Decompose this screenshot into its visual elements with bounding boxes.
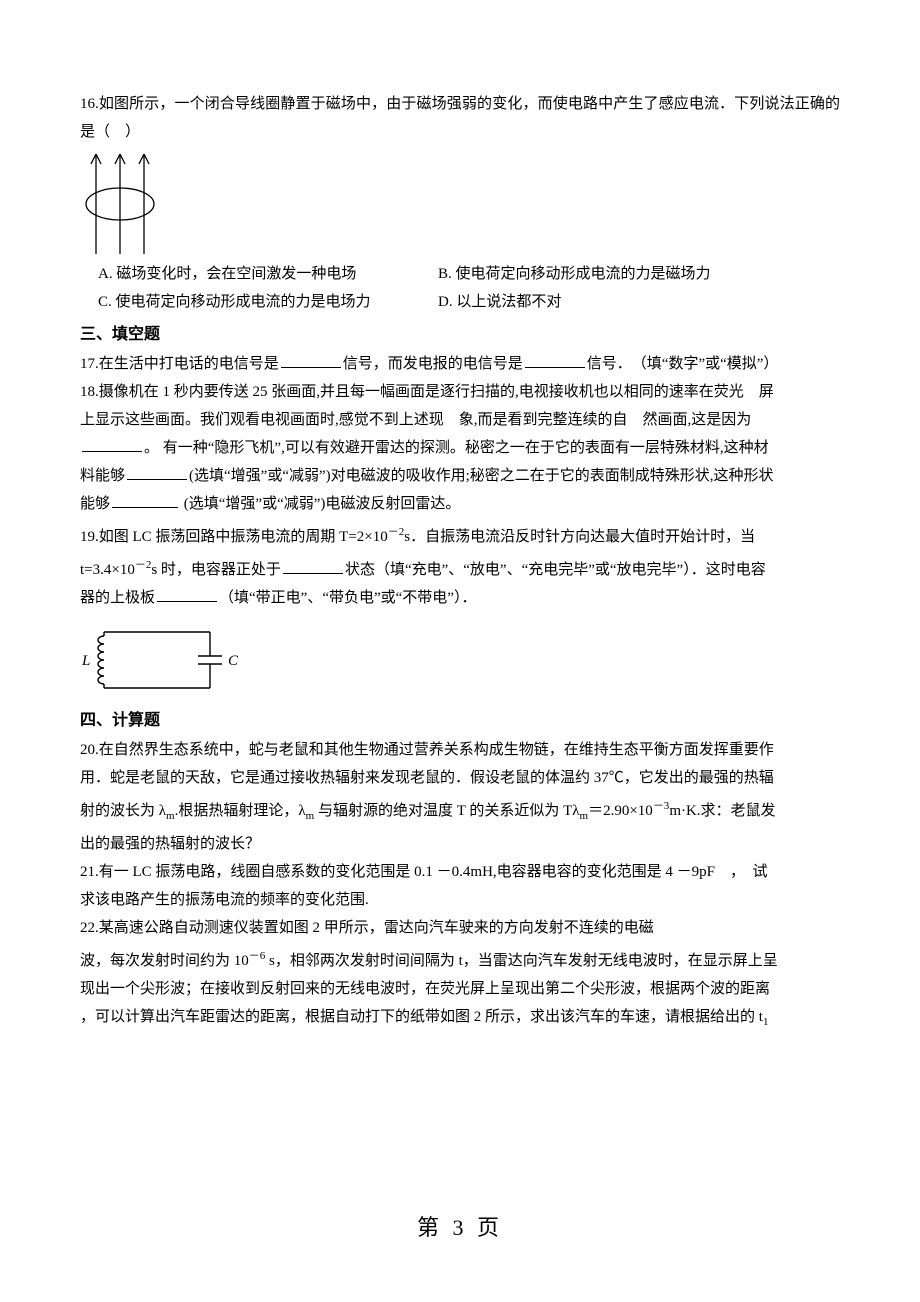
- q19-blank2[interactable]: [157, 586, 217, 602]
- q19-blank1[interactable]: [283, 558, 343, 574]
- section-4-heading: 四、计算题: [80, 706, 840, 736]
- q18-l1: 18.摄像机在 1 秒内要传送 25 张画面,并且每一幅画面是逐行扫描的,电视接…: [80, 378, 840, 406]
- q20-l3-sub1: m: [166, 810, 175, 822]
- svg-text:L: L: [81, 653, 90, 669]
- q18-l5: 能够 (选填“增强”或“减弱”)电磁波反射回雷达。: [80, 490, 840, 518]
- q18-blank1[interactable]: [82, 436, 142, 452]
- q20-l3: 射的波长为 λm.根据热辐射理论，λm 与辐射源的绝对温度 T 的关系近似为 T…: [80, 792, 840, 830]
- q22-l2a: 波，每次发射时间约为 10: [80, 953, 249, 969]
- q19-l1b: s．自振荡电流沿反时针方向达最大值时开始计时，当: [404, 529, 755, 545]
- q22-l2: 波，每次发射时间约为 10－6 s，相邻两次发射时间间隔为 t，当雷达向汽车发射…: [80, 942, 840, 975]
- q20-l4: 出的最强的热辐射的波长？: [80, 830, 840, 858]
- q20-l3-sub2: m: [306, 810, 315, 822]
- q16-options-row2: C. 使电荷定向移动形成电流的力是电场力 D. 以上说法都不对: [80, 288, 840, 316]
- q19-l2a: t=3.4×10: [80, 562, 135, 578]
- q20-l1: 20.在自然界生态系统中，蛇与老鼠和其他生物通过营养关系构成生物链，在维持生态平…: [80, 736, 840, 764]
- q20-l3b: .根据热辐射理论，λ: [175, 803, 306, 819]
- q19-l1a: 19.如图 LC 振荡回路中振荡电流的周期 T=2×10: [80, 529, 388, 545]
- q18-l3: 。 有一种“隐形飞机”,可以有效避开雷达的探测。秘密之一在于它的表面有一层特殊材…: [80, 434, 840, 462]
- q18-blank3[interactable]: [112, 492, 178, 508]
- q18-l2: 上显示这些画面。我们观看电视画面时,感觉不到上述现 象,而是看到完整连续的自 然…: [80, 406, 840, 434]
- q20-l3e: m·K.求：老鼠发: [669, 803, 775, 819]
- q22-l3: 现出一个尖形波；在接收到反射回来的无线电波时，在荧光屏上呈现出第二个尖形波，根据…: [80, 975, 840, 1003]
- q17-blank1[interactable]: [281, 352, 341, 368]
- q18-l4b: (选填“增强”或“减弱”)对电磁波的吸收作用;秘密之二在于它的表面制成特殊形状,…: [189, 468, 774, 484]
- q22-l4-sub: 1: [763, 1016, 769, 1028]
- section-3-heading: 三、填空题: [80, 320, 840, 350]
- q18-l5a: 能够: [80, 496, 110, 512]
- q19-l2-exp: －2: [135, 559, 152, 571]
- q21-l1: 21.有一 LC 振荡电路，线圈自感系数的变化范围是 0.1 －0.4mH,电容…: [80, 858, 840, 886]
- q19-l3: 器的上极板 （填“带正电”、“带负电”或“不带电”）．: [80, 584, 840, 612]
- q22-l1: 22.某高速公路自动测速仪装置如图 2 甲所示，雷达向汽车驶来的方向发射不连续的…: [80, 914, 840, 942]
- q22-l2b: s，相邻两次发射时间间隔为 t，当雷达向汽车发射无线电波时，在显示屏上呈: [265, 953, 778, 969]
- q16-stem: 16.如图所示，一个闭合导线圈静置于磁场中，由于磁场强弱的变化，而使电路中产生了…: [80, 90, 840, 146]
- q16-option-b: B. 使电荷定向移动形成电流的力是磁场力: [438, 260, 840, 288]
- q19-figure: LC: [80, 620, 840, 700]
- q22-l2-exp: －6: [249, 950, 266, 962]
- q17-line: 17.在生活中打电话的电信号是 信号，而发电报的电信号是 信号． （填“数字”或“模…: [80, 350, 840, 378]
- q19-l2: t=3.4×10－2s 时，电容器正处于 状态（填“充电”、“放电”、“充电完毕”…: [80, 551, 840, 584]
- q20-l3d: ＝2.90×10: [588, 803, 653, 819]
- q20-l3-exp: －3: [653, 800, 670, 812]
- q20-l3-sub3: m: [580, 810, 589, 822]
- q16-figure: [80, 154, 840, 254]
- page-number: 第 3 页: [0, 1210, 920, 1242]
- q20-l3a: 射的波长为 λ: [80, 803, 166, 819]
- q19-l3b: （填“带正电”、“带负电”或“不带电”）．: [219, 590, 476, 606]
- q19-l1: 19.如图 LC 振荡回路中振荡电流的周期 T=2×10－2s．自振荡电流沿反时…: [80, 518, 840, 551]
- q18-l4: 料能够 (选填“增强”或“减弱”)对电磁波的吸收作用;秘密之二在于它的表面制成特殊…: [80, 462, 840, 490]
- q18-l5b: (选填“增强”或“减弱”)电磁波反射回雷达。: [180, 496, 460, 512]
- q19-l3a: 器的上极板: [80, 590, 155, 606]
- q17-pre: 17.在生活中打电话的电信号是: [80, 356, 279, 372]
- q19-l2c: 状态（填“充电”、“放电”、“充电完毕”或“放电完毕”）．这时电容: [345, 562, 766, 578]
- q16-option-d: D. 以上说法都不对: [438, 288, 840, 316]
- q17-post: 信号． （填“数字”或“模拟”）: [587, 356, 779, 372]
- q22-l4: ，可以计算出汽车距雷达的距离，根据自动打下的纸带如图 2 所示，求出该汽车的车速…: [80, 1003, 840, 1036]
- q19-l1-exp: －2: [388, 526, 405, 538]
- q18-blank2[interactable]: [127, 464, 187, 480]
- q22-l4a: ，可以计算出汽车距雷达的距离，根据自动打下的纸带如图 2 所示，求出该汽车的车速…: [80, 1009, 763, 1025]
- q16-option-a: A. 磁场变化时，会在空间激发一种电场: [80, 260, 438, 288]
- q18-l4a: 料能够: [80, 468, 125, 484]
- svg-text:C: C: [228, 653, 239, 669]
- q21-l2: 求该电路产生的振荡电流的频率的变化范围.: [80, 886, 840, 914]
- q19-l2b: s 时，电容器正处于: [151, 562, 281, 578]
- q16-options-row1: A. 磁场变化时，会在空间激发一种电场 B. 使电荷定向移动形成电流的力是磁场力: [80, 260, 840, 288]
- q20-l3c: 与辐射源的绝对温度 T 的关系近似为 Tλ: [314, 803, 579, 819]
- q17-blank2[interactable]: [525, 352, 585, 368]
- q18-l3a: 。 有一种“隐形飞机”,可以有效避开雷达的探测。秘密之一在于它的表面有一层特殊材…: [144, 440, 769, 456]
- q16-option-c: C. 使电荷定向移动形成电流的力是电场力: [80, 288, 438, 316]
- q20-l2: 用．蛇是老鼠的天敌，它是通过接收热辐射来发现老鼠的．假设老鼠的体温约 37℃，它…: [80, 764, 840, 792]
- q17-mid: 信号，而发电报的电信号是: [343, 356, 523, 372]
